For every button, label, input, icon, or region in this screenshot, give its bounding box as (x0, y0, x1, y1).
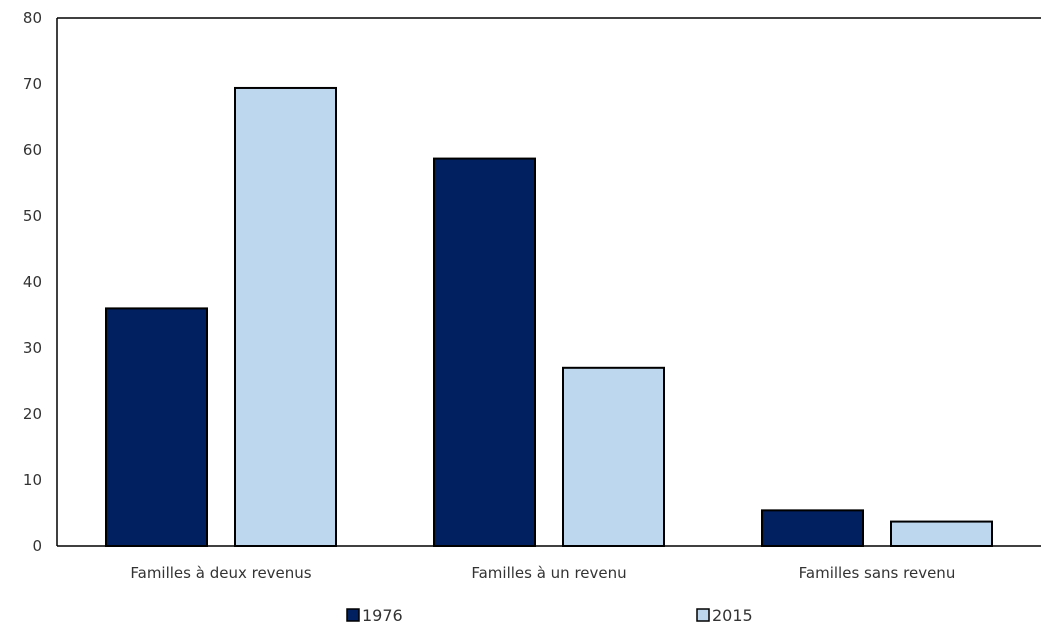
y-tick-label: 0 (32, 537, 42, 555)
y-tick-label: 80 (23, 9, 42, 27)
x-category-label: Familles sans revenu (799, 564, 956, 582)
y-tick-label: 20 (23, 405, 42, 423)
plot-frame (56, 17, 1041, 547)
bar-1976-1 (105, 307, 208, 547)
y-tick-label: 40 (23, 273, 42, 291)
bars (105, 86, 993, 548)
legend-label-2015: 2015 (712, 606, 753, 624)
y-axis-ticks: 0 10 20 30 40 50 60 70 80 (23, 9, 42, 555)
y-tick-label: 30 (23, 339, 42, 357)
bar-1976-3 (761, 509, 864, 547)
legend: 1976 2015 (346, 606, 753, 625)
bar-2015-2 (562, 366, 665, 547)
y-tick-label: 60 (23, 141, 42, 159)
y-tick-label: 50 (23, 207, 42, 225)
x-category-label: Familles à un revenu (471, 564, 626, 582)
legend-swatch-1976 (346, 608, 360, 622)
legend-swatch-2015 (696, 608, 710, 622)
y-tick-label: 70 (23, 75, 42, 93)
bar-2015-1 (234, 86, 337, 548)
y-tick-label: 10 (23, 471, 42, 489)
bar-1976-2 (433, 157, 536, 548)
legend-label-1976: 1976 (362, 606, 403, 624)
x-axis-labels: Familles à deux revenus Familles à un rev… (130, 564, 955, 582)
bar-2015-3 (890, 520, 993, 548)
x-category-label: Familles à deux revenus (130, 564, 311, 582)
